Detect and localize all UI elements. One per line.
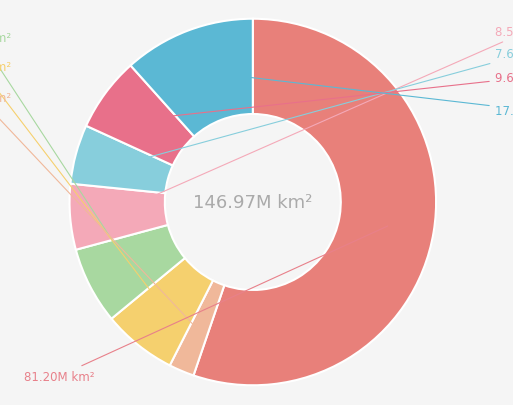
Text: 3.29M km²: 3.29M km² bbox=[0, 92, 196, 328]
Wedge shape bbox=[170, 281, 224, 375]
Text: 7.69M km²: 7.69M km² bbox=[121, 48, 513, 165]
Text: 9.60M km²: 9.60M km² bbox=[0, 61, 164, 309]
Text: 9.98M km²: 9.98M km² bbox=[0, 32, 128, 264]
Text: 81.20M km²: 81.20M km² bbox=[24, 226, 388, 383]
Text: 9.63M km²: 9.63M km² bbox=[144, 72, 513, 120]
Wedge shape bbox=[131, 20, 253, 137]
Wedge shape bbox=[111, 258, 213, 365]
Wedge shape bbox=[86, 66, 194, 166]
Wedge shape bbox=[193, 20, 436, 385]
Wedge shape bbox=[70, 126, 173, 194]
Text: 8.51M km²: 8.51M km² bbox=[116, 26, 513, 213]
Wedge shape bbox=[76, 225, 185, 319]
Text: 17.08M km²: 17.08M km² bbox=[206, 73, 513, 117]
Text: 146.97M km²: 146.97M km² bbox=[193, 194, 312, 211]
Wedge shape bbox=[70, 184, 168, 250]
